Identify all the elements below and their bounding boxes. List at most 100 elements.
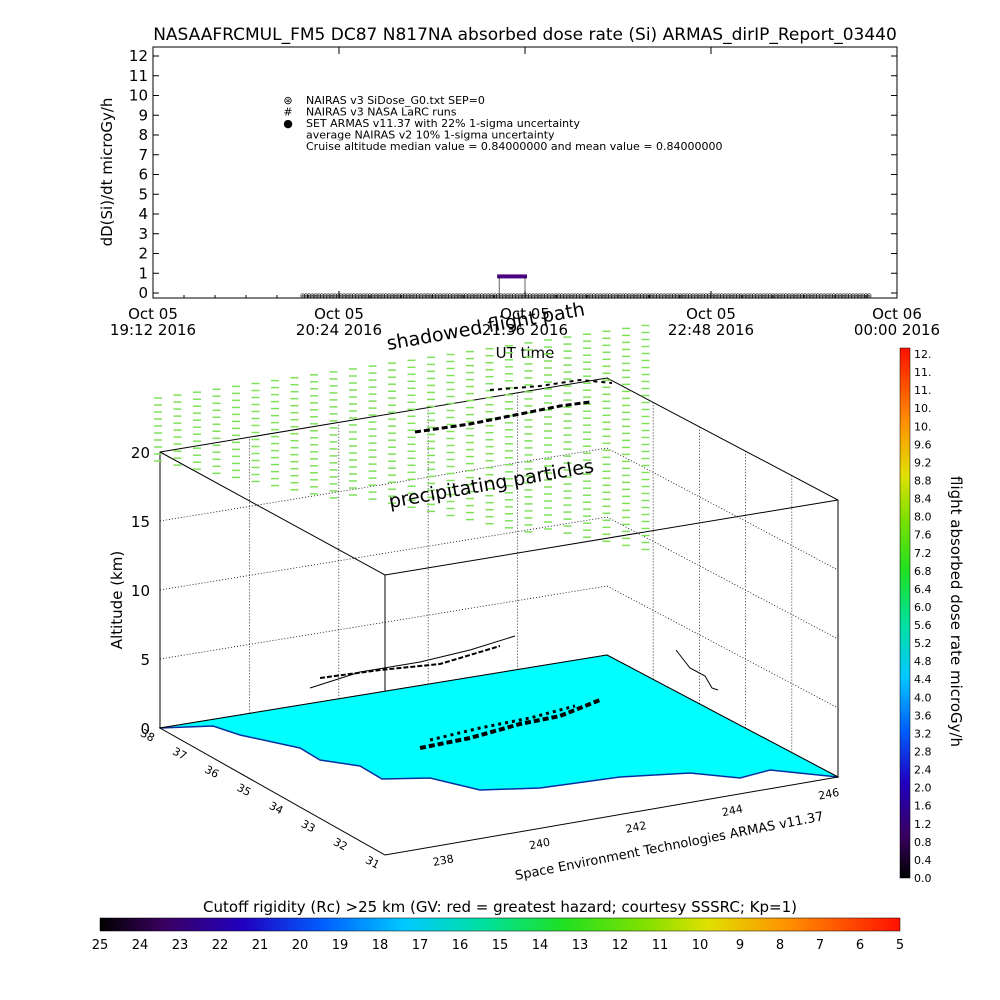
nairas-point: ⊛ <box>556 292 562 300</box>
nairas-point: ⊛ <box>383 292 389 300</box>
coastline <box>159 725 839 791</box>
altitude-ticks: 0 5 10 15 20 <box>131 444 150 738</box>
nairas-point: ⊛ <box>498 292 504 300</box>
latitude-tick-label: 35 <box>235 781 253 799</box>
nairas-point: ⊛ <box>380 292 386 300</box>
nairas-point: ⊛ <box>617 292 623 300</box>
y-tick-label: 12 <box>129 47 148 65</box>
nairas-point: ⊛ <box>303 292 309 300</box>
nairas-point: ⊛ <box>300 292 306 300</box>
latitude-tick-label: 36 <box>203 763 221 781</box>
nairas-point: ⊛ <box>351 292 357 300</box>
altitude-gridline <box>159 585 839 709</box>
nairas-point: ⊛ <box>543 292 549 300</box>
flight-track-ground <box>419 698 601 750</box>
nairas-point: ⊛ <box>354 292 360 300</box>
nairas-point: ⊛ <box>802 292 808 300</box>
nairas-point: ⊛ <box>636 292 642 300</box>
nairas-point: ⊛ <box>754 292 760 300</box>
nairas-point: ⊛ <box>373 292 379 300</box>
dose-colorbar-tick-label: 11. <box>914 384 932 397</box>
timeseries-marks: ⊛⊛⊛⊛⊛⊛⊛⊛⊛⊛⊛⊛⊛⊛⊛⊛⊛⊛⊛⊛⊛⊛⊛⊛⊛⊛⊛⊛⊛⊛⊛⊛⊛⊛⊛⊛⊛⊛⊛⊛… <box>300 274 872 300</box>
dose-colorbar-tick-label: 0.8 <box>914 836 932 849</box>
nairas-point: ⊛ <box>825 292 831 300</box>
nairas-point: ⊛ <box>841 292 847 300</box>
nairas-point: ⊛ <box>761 292 767 300</box>
dose-colorbar-tick-label: 1.6 <box>914 800 932 813</box>
altitude-tick-label: 20 <box>131 444 150 462</box>
dose-colorbar-tick-label: 0.0 <box>914 872 932 885</box>
flight-track-upper <box>414 400 591 434</box>
nairas-point: ⊛ <box>588 292 594 300</box>
nairas-point: ⊛ <box>687 292 693 300</box>
legend-entry: NAIRAS v3 NASA LaRC runs <box>306 106 457 119</box>
latitude-tick-label: 37 <box>170 745 188 763</box>
x-tick-label-time: 00:00 2016 <box>854 321 940 339</box>
nairas-point: ⊛ <box>319 292 325 300</box>
altitude-tick-label: 10 <box>131 582 150 600</box>
nairas-point: ⊛ <box>805 292 811 300</box>
nairas-point: ⊛ <box>799 292 805 300</box>
nairas-point: ⊛ <box>585 292 591 300</box>
legend-symbol: ⊛ <box>283 94 292 107</box>
x-tick-label-time: 20:24 2016 <box>296 321 382 339</box>
legend-entry: SET ARMAS v11.37 with 22% 1-sigma uncert… <box>306 117 580 130</box>
dose-colorbar-tick-label: 4.0 <box>914 691 932 704</box>
nairas-point: ⊛ <box>725 292 731 300</box>
cutoff-colorbar-tick-label: 16 <box>452 938 469 953</box>
nairas-point: ⊛ <box>335 292 341 300</box>
nairas-point: ⊛ <box>738 292 744 300</box>
nairas-point: ⊛ <box>626 292 632 300</box>
nairas-point: ⊛ <box>364 292 370 300</box>
nairas-point: ⊛ <box>780 292 786 300</box>
nairas-point: ⊛ <box>332 292 338 300</box>
nairas-point: ⊛ <box>565 292 571 300</box>
nairas-point: ⊛ <box>402 292 408 300</box>
dose-colorbar-tick-label: 1.2 <box>914 818 932 831</box>
nairas-point: ⊛ <box>844 292 850 300</box>
latitude-tick-label: 31 <box>363 854 381 872</box>
nairas-point: ⊛ <box>393 292 399 300</box>
timeseries-ylabel: dD(Si)/dt microGy/h <box>98 98 116 247</box>
nairas-point: ⊛ <box>572 292 578 300</box>
nairas-point: ⊛ <box>703 292 709 300</box>
nairas-point: ⊛ <box>546 292 552 300</box>
nairas-point: ⊛ <box>482 292 488 300</box>
nairas-point: ⊛ <box>581 292 587 300</box>
cutoff-colorbar-tick-label: 17 <box>412 938 429 953</box>
nairas-point: ⊛ <box>325 292 331 300</box>
top-front-edge <box>159 451 386 576</box>
dose-colorbar-tick-label: 10. <box>914 402 932 415</box>
nairas-point: ⊛ <box>863 292 869 300</box>
nairas-point: ⊛ <box>409 292 415 300</box>
nairas-point: ⊛ <box>757 292 763 300</box>
dose-colorbar-tick-label: 4.4 <box>914 673 932 686</box>
nairas-point: ⊛ <box>719 292 725 300</box>
nairas-point: ⊛ <box>341 292 347 300</box>
longitude-tick-label: 240 <box>528 836 551 853</box>
nairas-point: ⊛ <box>706 292 712 300</box>
x-tick-label-date: Oct 05 <box>314 305 364 323</box>
nairas-point: ⊛ <box>677 292 683 300</box>
nairas-point: ⊛ <box>421 292 427 300</box>
nairas-point: ⊛ <box>527 292 533 300</box>
nairas-point: ⊛ <box>322 292 328 300</box>
longitude-tick-label: 242 <box>624 819 647 836</box>
nairas-point: ⊛ <box>613 292 619 300</box>
nairas-point: ⊛ <box>748 292 754 300</box>
cutoff-colorbar-tick-label: 5 <box>896 938 904 953</box>
nairas-point: ⊛ <box>575 292 581 300</box>
nairas-point: ⊛ <box>668 292 674 300</box>
timeseries-legend: ⊛ NAIRAS v3 SiDose_G0.txt SEP=0 # NAIRAS v3… <box>283 94 722 153</box>
nairas-point: ⊛ <box>713 292 719 300</box>
nairas-point: ⊛ <box>709 292 715 300</box>
dose-colorbar-tick-label: 6.8 <box>914 565 932 578</box>
dose-colorbar-tick-label: 5.2 <box>914 637 932 650</box>
nairas-point: ⊛ <box>729 292 735 300</box>
y-tick-label: 10 <box>129 87 148 105</box>
nairas-point: ⊛ <box>847 292 853 300</box>
nairas-point: ⊛ <box>684 292 690 300</box>
nairas-point: ⊛ <box>501 292 507 300</box>
